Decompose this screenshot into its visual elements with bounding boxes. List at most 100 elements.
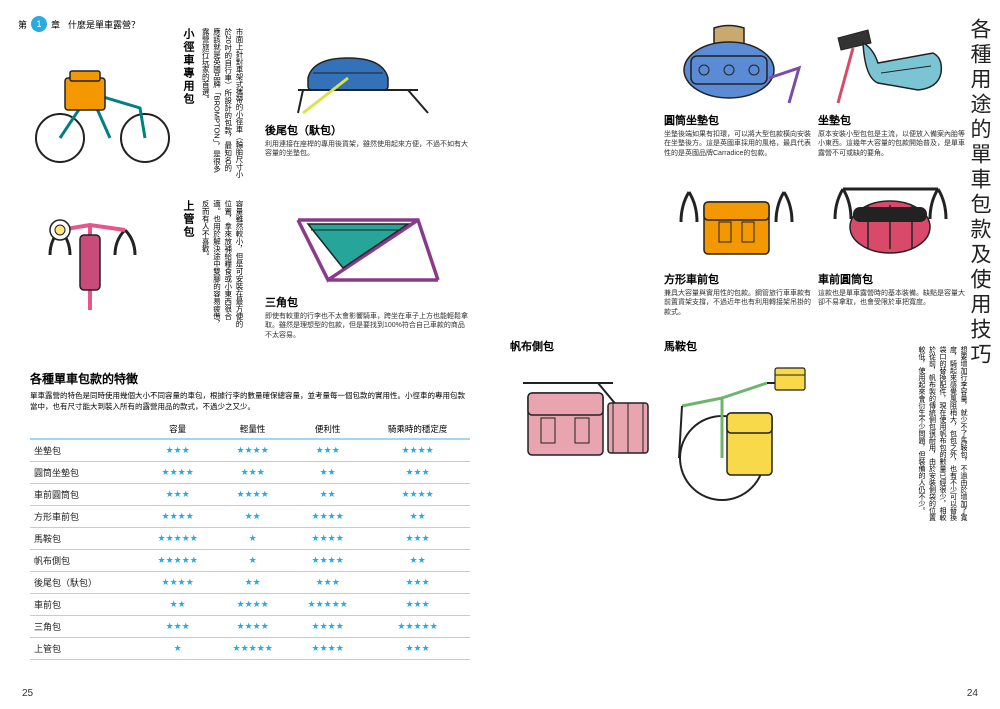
comparison-title: 各種單車包款的特徵 (30, 370, 470, 387)
frame-bag-title: 三角包 (265, 294, 470, 310)
rating-cell: ★★★★ (365, 484, 470, 506)
pannier-item: 馬鞍包 (664, 336, 814, 536)
front-cyl-illust (818, 177, 968, 269)
rating-cell: ★★★★ (215, 484, 290, 506)
page-right: 各種用途的單車包款及使用技巧 圓筒坐墊包 坐墊後端如果有扣環，可以將大型包款橫向… (500, 0, 1000, 709)
frame-bag-desc: 即使有較重的行李也不太會影響騎車，跨坐在車子上方也能輕鬆拿取。雖然是理想型的包款… (265, 312, 470, 340)
canvas-item: 帆布側包 (510, 336, 660, 536)
comparison-header: 騎乘時的穩定度 (365, 420, 470, 439)
front-sq-illust (664, 177, 814, 269)
rear-trunk-desc: 利用連接在座桿的專用後貨架，雖然使用起來方便，不過不如有大容量的坐墊包。 (265, 140, 470, 159)
rating-cell: ★★★ (140, 484, 215, 506)
front-sq-title: 方形車前包 (664, 271, 814, 287)
rating-cell: ★★★★★ (140, 528, 215, 550)
saddlebags-note-item: 想要增加行李容量，就少不了馬鞍包，不過由於增加了寬度，騎起來感覺風阻稍大，包包之… (818, 336, 968, 536)
comparison-header: 容量 (140, 420, 215, 439)
rating-cell: ★★ (215, 506, 290, 528)
rating-cell: ★★★ (365, 528, 470, 550)
cyl-saddle-desc: 坐墊後端如果有扣環，可以將大型包款橫向安裝在坐墊後方。這是英國車採用的風格，最具… (664, 130, 814, 158)
rating-cell: ★★★★★ (140, 550, 215, 572)
saddlebags-note: 想要增加行李容量，就少不了馬鞍包，不過由於增加了寬度，騎起來感覺風阻稍大，包包之… (818, 346, 968, 521)
rating-cell: ★★★★ (290, 550, 365, 572)
main-title: 各種用途的單車包款及使用技巧 (964, 18, 994, 368)
canvas-illust (510, 358, 660, 508)
row-name: 車前包 (30, 594, 140, 616)
rear-trunk-illust (265, 28, 470, 120)
left-top-row: 小徑車專用包 市面上針對車架式攜帶的小徑車（輪胎尺寸小於20吋的自行車）所設計的… (30, 28, 470, 188)
rating-cell: ★★ (215, 572, 290, 594)
folding-bike-desc: 市面上針對車架式攜帶的小徑車（輪胎尺寸小於20吋的自行車）所設計的包款，最知名的… (200, 28, 245, 178)
rating-cell: ★ (215, 550, 290, 572)
rating-cell: ★★★★ (140, 506, 215, 528)
top-tube-title: 上管包 (180, 200, 196, 355)
rating-cell: ★★★★ (140, 572, 215, 594)
rating-cell: ★ (140, 638, 215, 660)
saddle-desc: 原本安裝小型包包是主流，以便放入備案內胎等小東西。這幾年大容量的包款開始普及，是… (818, 130, 968, 158)
rating-cell: ★★ (365, 550, 470, 572)
front-cyl-item: 車前圓筒包 這款也是單車露營時的基本裝備。缺點是容量大卻不易拿取，也會受限於車把… (818, 177, 968, 332)
table-row: 坐墊包★★★★★★★★★★★★★★ (30, 439, 470, 462)
page-left: 第 1 章 什麼是單車露營？ 小徑車專用包 市面上針對車架式攜帶的小徑車（輪胎尺… (0, 0, 500, 709)
left-mid-row: 上管包 容量雖然較小，但是可安裝在最方便的位置，拿來放補給糧食或小東西很合適。也… (30, 200, 470, 355)
table-row: 後尾包（馱包）★★★★★★★★★★★★ (30, 572, 470, 594)
row-name: 後尾包（馱包） (30, 572, 140, 594)
table-row: 馬鞍包★★★★★★★★★★★★★ (30, 528, 470, 550)
rating-cell: ★★★ (215, 462, 290, 484)
rating-cell: ★★★★ (215, 594, 290, 616)
frame-bag-illust (265, 200, 470, 292)
row-name: 帆布側包 (30, 550, 140, 572)
rating-cell: ★★★★ (140, 462, 215, 484)
rating-cell: ★★★ (290, 572, 365, 594)
table-row: 帆布側包★★★★★★★★★★★★ (30, 550, 470, 572)
comparison-table: 容量輕量性便利性騎乘時的穩定度 坐墊包★★★★★★★★★★★★★★圓筒坐墊包★★… (30, 420, 470, 660)
rating-cell: ★★★★★ (290, 594, 365, 616)
rating-cell: ★★★ (140, 439, 215, 462)
saddle-item: 坐墊包 原本安裝小型包包是主流，以便放入備案內胎等小東西。這幾年大容量的包款開始… (818, 18, 968, 173)
rating-cell: ★★★ (365, 572, 470, 594)
bag-grid: 圓筒坐墊包 坐墊後端如果有扣環，可以將大型包款橫向安裝在坐墊後方。這是英國車採用… (510, 18, 960, 536)
pannier-title: 馬鞍包 (664, 338, 814, 354)
rating-cell: ★★★★★ (365, 616, 470, 638)
saddle-title: 坐墊包 (818, 112, 968, 128)
rating-cell: ★★ (290, 462, 365, 484)
rating-cell: ★★★ (365, 462, 470, 484)
rating-cell: ★★★★ (290, 506, 365, 528)
chapter-prefix: 第 (18, 18, 27, 31)
row-name: 三角包 (30, 616, 140, 638)
rating-cell: ★★★★ (215, 439, 290, 462)
saddle-illust (818, 18, 968, 110)
rating-cell: ★★★★ (290, 616, 365, 638)
front-cyl-desc: 這款也是單車露營時的基本裝備。缺點是容量大卻不易拿取，也會受限於車把寬度。 (818, 289, 968, 308)
pannier-illust (664, 358, 814, 508)
rating-cell: ★★★ (365, 638, 470, 660)
bag-empty-slot (510, 18, 660, 173)
cyl-saddle-illust (664, 18, 814, 110)
rating-cell: ★ (215, 528, 290, 550)
rating-cell: ★★★★ (215, 616, 290, 638)
rear-trunk-title: 後尾包（馱包） (265, 122, 470, 138)
row-name: 方形車前包 (30, 506, 140, 528)
table-row: 方形車前包★★★★★★★★★★★★ (30, 506, 470, 528)
row-name: 圓筒坐墊包 (30, 462, 140, 484)
rating-cell: ★★★ (290, 439, 365, 462)
page-number-right: 24 (967, 688, 978, 699)
front-cyl-title: 車前圓筒包 (818, 271, 968, 287)
front-sq-item: 方形車前包 兼具大容量與實用性的包款。鋼管旅行車車款有前置貨架支撐，不過近年也有… (664, 177, 814, 332)
comparison-desc: 單車露營的特色是同時使用幾個大小不同容量的車包，根據行李的數量確保總容量，並考量… (30, 391, 470, 412)
row-name: 坐墊包 (30, 439, 140, 462)
row-name: 上管包 (30, 638, 140, 660)
table-row: 車前包★★★★★★★★★★★★★★ (30, 594, 470, 616)
rating-cell: ★★★★★ (215, 638, 290, 660)
rating-cell: ★★★ (140, 616, 215, 638)
bag-empty-slot2 (510, 177, 660, 332)
comparison-header: 便利性 (290, 420, 365, 439)
top-tube-desc: 容量雖然較小，但是可安裝在最方便的位置，拿來放補給糧食或小東西很合適。也用於解決… (200, 200, 245, 330)
rating-cell: ★★ (365, 506, 470, 528)
table-row: 上管包★★★★★★★★★★★★★ (30, 638, 470, 660)
row-name: 車前圓筒包 (30, 484, 140, 506)
table-row: 圓筒坐墊包★★★★★★★★★★★★ (30, 462, 470, 484)
table-row: 三角包★★★★★★★★★★★★★★★★ (30, 616, 470, 638)
canvas-title: 帆布側包 (510, 338, 660, 354)
rating-cell: ★★★★ (290, 638, 365, 660)
folding-bike-illust (30, 28, 180, 178)
